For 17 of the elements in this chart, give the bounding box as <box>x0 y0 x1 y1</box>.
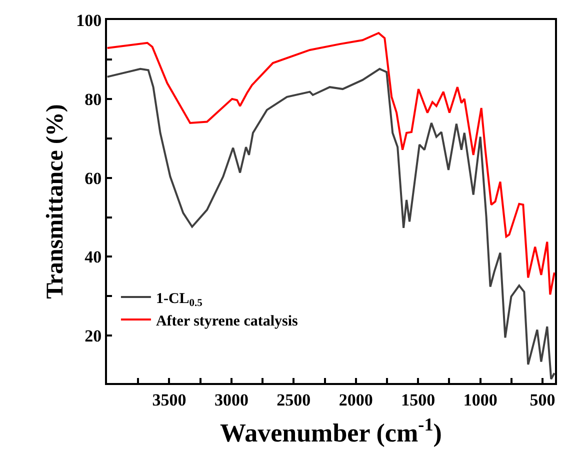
x-tick-label: 3000 <box>214 390 248 410</box>
x-tick-label: 3500 <box>152 390 186 410</box>
line-series <box>107 68 555 380</box>
x-tick-label: 500 <box>530 390 556 410</box>
y-tick-label: 40 <box>84 248 102 267</box>
x-tick-label: 2000 <box>338 390 373 410</box>
y-tick-label: 60 <box>84 168 102 188</box>
x-axis-title: Wavenumber (cm$^{-1}$) <box>220 414 442 448</box>
y-tick-label: 100 <box>76 10 102 30</box>
legend-label: After styrene catalysis <box>156 313 298 330</box>
x-tick-label: 1500 <box>401 390 436 410</box>
x-tick-label: 1000 <box>463 390 498 410</box>
y-tick-label: 80 <box>84 90 102 109</box>
y-axis-title: Transmittance (%) <box>42 104 69 299</box>
y-tick-label: 20 <box>84 326 102 346</box>
legend-label: 1-CL$_{0.5}$ <box>156 290 202 310</box>
x-tick-label: 2500 <box>276 390 311 410</box>
